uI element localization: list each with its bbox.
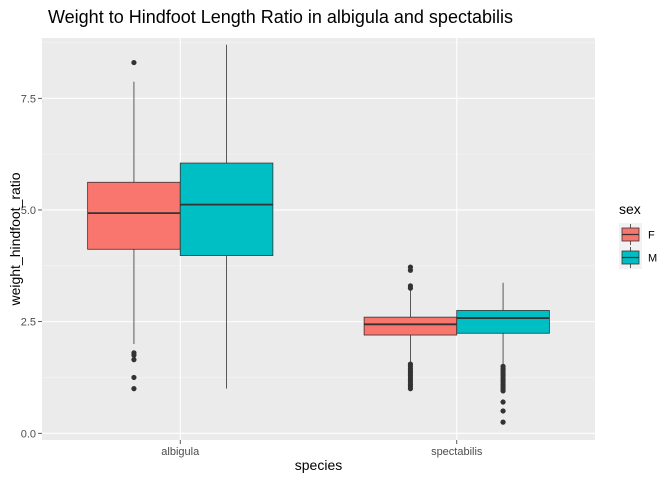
y-tick-label: 7.5 [21,93,36,105]
outlier-point [500,419,506,425]
outlier-point [407,386,414,392]
legend: sex FM [619,201,657,269]
y-tick-label: 2.5 [21,317,36,329]
axes: 0.0 2.5 5.0 7.5 albigula spectabilis [21,93,483,458]
box-F-spectabilis [363,264,458,392]
outlier-point [500,388,506,394]
legend-title: sex [619,201,641,217]
y-tick-label: 5.0 [21,205,36,217]
box-body [456,310,550,334]
outlier-point [407,267,414,273]
outlier-point [131,59,137,66]
x-tick-label: albigula [161,446,200,458]
x-tick-label: spectabilis [431,446,483,458]
outlier-point [500,408,506,414]
boxes [87,44,550,425]
chart-title: Weight to Hindfoot Length Ratio in albig… [48,7,513,27]
y-tick-label: 0.0 [21,428,36,440]
x-axis-label: species [295,457,342,473]
box-M-albigula [179,44,274,389]
legend-label-F: F [648,230,655,242]
legend-label-M: M [648,253,657,265]
box-F-albigula [87,59,181,392]
outlier-point [407,285,414,291]
box-body [363,316,458,336]
outlier-point [131,374,137,381]
box-body [87,181,181,250]
y-axis-label: weight_hindfoot_ratio [7,172,23,306]
outlier-point [131,352,137,358]
box-body [179,162,274,256]
outlier-point [131,386,137,392]
box-M-spectabilis [456,282,550,425]
outlier-point [131,357,137,363]
outlier-point [500,399,506,405]
